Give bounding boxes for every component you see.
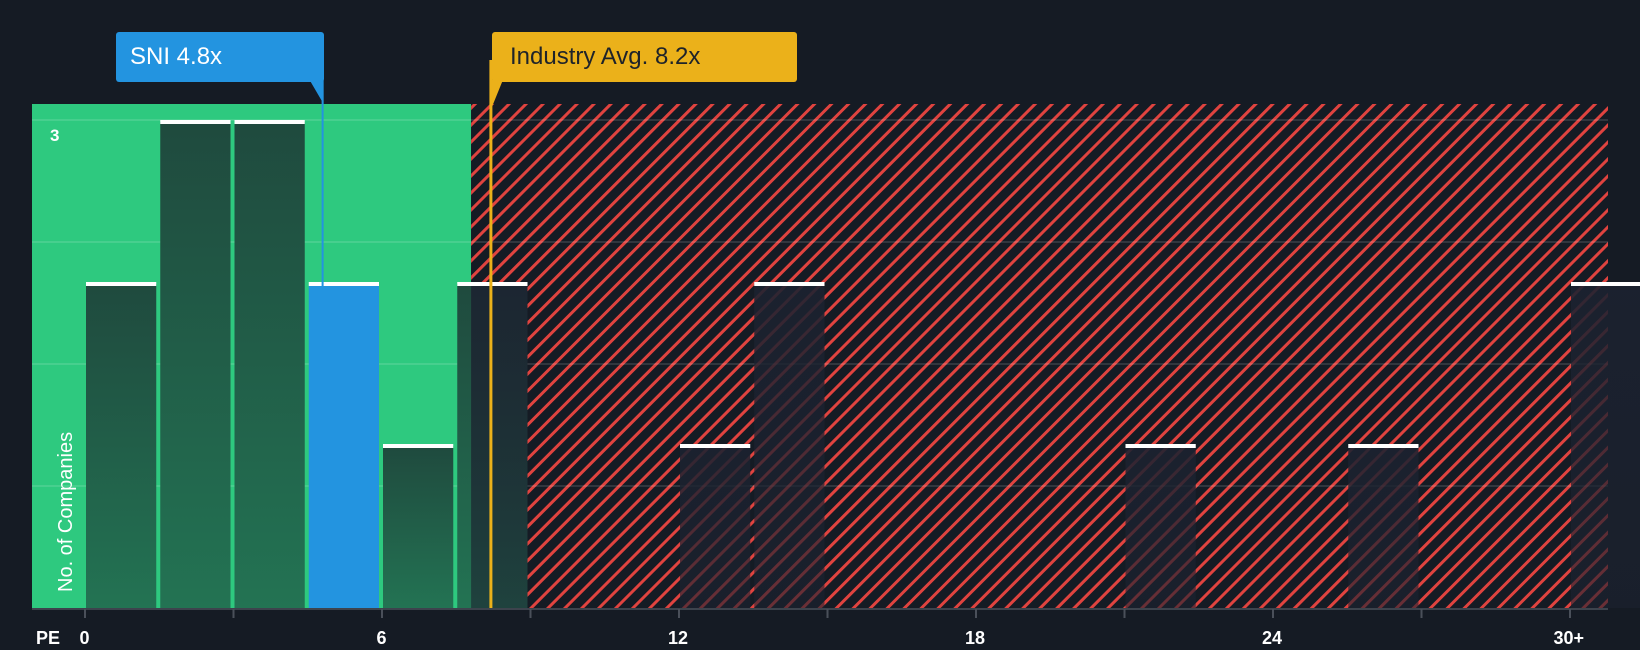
x-tick-label: 18 [965,628,986,648]
x-tick-label: 24 [1262,628,1283,648]
value-markers [309,60,503,608]
x-tick-label: 6 [376,628,387,648]
x-axis [32,608,1608,618]
bar-cap [1348,444,1419,448]
company-callout-pointer [309,80,324,104]
histogram-bars [86,120,1640,608]
bar-cap [754,282,825,286]
company-pe-label: SNI 4.8x [130,43,223,70]
histogram-bar [1571,284,1640,608]
bar-cap [308,282,379,286]
overvalued-region [471,104,1609,608]
bar-cap [1571,282,1640,286]
industry-callout-pointer [489,80,503,112]
y-axis-title: No. of Companies [55,431,77,592]
histogram-bar [1348,446,1419,608]
histogram-bar [86,284,157,608]
bar-cap [234,120,305,124]
bar-overlay [471,284,528,608]
company-pe-callout: SNI 4.8x [116,32,324,82]
histogram-bar [383,446,454,608]
x-tick-label: 0 [79,628,90,648]
histogram-bar [160,122,231,608]
histogram-bar [680,446,751,608]
bar-cap [86,282,157,286]
x-axis-title: PE [36,628,61,648]
x-tick-label: 30+ [1553,628,1585,648]
bar-cap [160,120,231,124]
bar-cap [680,444,751,448]
industry-avg-label: Industry Avg. 8.2x [510,43,701,70]
bar-cap [383,444,454,448]
bar-cap [1125,444,1196,448]
company-bar [308,284,379,608]
y-max-tick-label: 3 [50,126,60,145]
histogram-bar [754,284,825,608]
industry-avg-callout: Industry Avg. 8.2x [492,32,797,82]
x-tick-label: 12 [668,628,689,648]
histogram-bar [234,122,305,608]
histogram-bar [1125,446,1196,608]
